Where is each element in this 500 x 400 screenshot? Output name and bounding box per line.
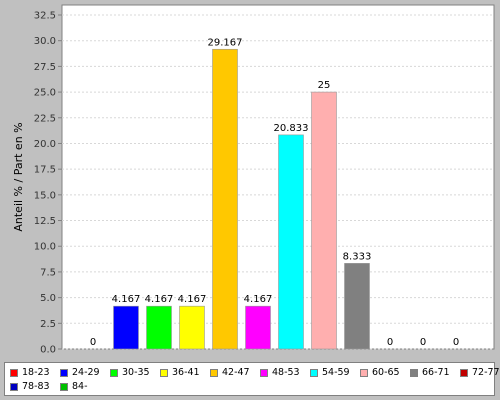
legend-label: 54-59: [322, 367, 350, 378]
bar-value-label: 4.167: [145, 294, 174, 305]
legend-item: 66-71: [410, 367, 450, 378]
bar-value-label: 25: [318, 80, 331, 91]
chart-legend: 18-23 24-29 30-35 36-41 42-47 48-53 54-59 60-65…: [4, 362, 500, 396]
bar-value-label: 4.167: [112, 294, 141, 305]
bar-value-label: 29.167: [208, 37, 243, 48]
y-tick-label: 27.5: [34, 62, 56, 73]
legend-swatch: [310, 368, 318, 377]
legend-item: 78-83: [10, 381, 50, 392]
legend-item: 84-: [60, 381, 88, 392]
legend-item: 48-53: [260, 367, 300, 378]
grid-lines: [62, 14, 494, 350]
legend-item: 36-41: [160, 367, 200, 378]
y-tick-label: 2.5: [40, 319, 56, 330]
legend-label: 18-23: [22, 367, 50, 378]
legend-item: 18-23: [10, 367, 50, 378]
legend-swatch: [160, 368, 168, 377]
legend-label: 84-: [72, 381, 88, 392]
legend-swatch: [360, 368, 368, 377]
y-tick-label: 25.0: [34, 88, 56, 99]
bar-value-label: 0: [420, 337, 426, 348]
y-tick-label: 15.0: [34, 190, 56, 201]
legend-label: 78-83: [22, 381, 50, 392]
bar-value-labels: 0 4.167 4.167 4.167 29.167 4.167 20.833 25 8.333…: [90, 37, 459, 348]
legend-swatch: [60, 382, 68, 391]
bar-value-label: 0: [90, 337, 96, 348]
legend-label: 60-65: [372, 367, 400, 378]
bar: [245, 305, 271, 350]
bar-value-label: 0: [387, 337, 393, 348]
y-axis-label: Anteil % / Part en %: [12, 122, 25, 231]
bar-value-label: 4.167: [178, 294, 207, 305]
legend-item: 24-29: [60, 367, 100, 378]
bars: [113, 48, 370, 350]
y-tick-label: 17.5: [34, 165, 56, 176]
bar-value-label: 20.833: [274, 123, 309, 134]
y-axis-ticks: 0.0 2.5 5.0 7.5 10.0 12.5 15.0 17.5 20.0 22.5 25.0…: [34, 11, 62, 356]
legend-label: 30-35: [122, 367, 150, 378]
y-tick-label: 20.0: [34, 139, 56, 150]
legend-swatch: [410, 368, 418, 377]
bar-value-label: 0: [453, 337, 459, 348]
y-tick-label: 7.5: [40, 267, 56, 278]
legend-label: 42-47: [222, 367, 250, 378]
legend-swatch: [10, 368, 18, 377]
legend-swatch: [260, 368, 268, 377]
legend-item: 72-77: [460, 367, 500, 378]
bar-value-label: 4.167: [244, 294, 273, 305]
bar: [212, 48, 238, 350]
legend-swatch: [210, 368, 218, 377]
bar: [278, 134, 304, 350]
legend-swatch: [10, 382, 18, 391]
bar-value-label: 8.333: [343, 251, 372, 262]
legend-label: 48-53: [272, 367, 300, 378]
bar-chart: 0.0 2.5 5.0 7.5 10.0 12.5 15.0 17.5 20.0 22.5 25.0…: [12, 4, 495, 356]
legend-label: 24-29: [72, 367, 100, 378]
plot-background: [61, 4, 495, 350]
y-tick-label: 32.5: [34, 11, 56, 22]
legend-label: 36-41: [172, 367, 200, 378]
bar: [179, 305, 205, 350]
legend-swatch: [460, 368, 468, 377]
bar: [311, 91, 337, 350]
legend-swatch: [110, 368, 118, 377]
y-tick-label: 10.0: [34, 242, 56, 253]
bar: [344, 263, 370, 350]
y-tick-label: 0.0: [40, 345, 56, 356]
bar: [146, 305, 172, 350]
legend-item: 60-65: [360, 367, 400, 378]
y-tick-label: 12.5: [34, 216, 56, 227]
legend-label: 66-71: [422, 367, 450, 378]
bar: [113, 305, 139, 350]
y-tick-label: 5.0: [40, 293, 56, 304]
legend-item: 54-59: [310, 367, 350, 378]
legend-item: 42-47: [210, 367, 250, 378]
legend-swatch: [60, 368, 68, 377]
y-tick-label: 22.5: [34, 113, 56, 124]
legend-item: 30-35: [110, 367, 150, 378]
legend-label: 72-77: [472, 367, 500, 378]
y-tick-label: 30.0: [34, 36, 56, 47]
